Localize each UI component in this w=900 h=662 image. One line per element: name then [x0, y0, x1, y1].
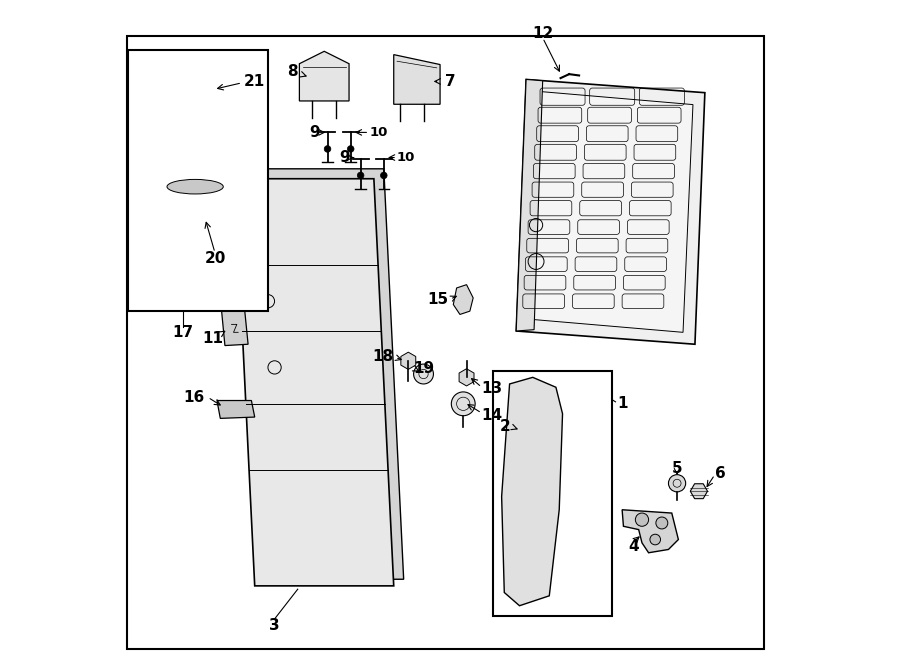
Text: 10: 10 [369, 126, 388, 139]
Circle shape [347, 146, 354, 152]
Text: 1: 1 [616, 397, 627, 411]
Circle shape [381, 172, 387, 179]
Text: 6: 6 [715, 466, 725, 481]
Polygon shape [300, 52, 349, 101]
Text: 9: 9 [310, 125, 320, 140]
Polygon shape [622, 510, 679, 553]
Circle shape [414, 364, 434, 384]
Polygon shape [528, 91, 693, 332]
Polygon shape [501, 377, 562, 606]
Polygon shape [454, 285, 473, 314]
Polygon shape [400, 352, 416, 369]
Bar [493, 371, 612, 616]
Polygon shape [146, 169, 255, 215]
Polygon shape [517, 79, 543, 331]
Text: 9: 9 [338, 150, 349, 165]
Circle shape [650, 534, 661, 545]
Bar [128, 50, 268, 311]
Text: 4: 4 [629, 539, 639, 553]
Text: 21: 21 [244, 74, 265, 89]
Circle shape [150, 73, 187, 110]
Polygon shape [235, 179, 393, 586]
Text: 18: 18 [373, 349, 393, 363]
Text: 16: 16 [184, 390, 205, 404]
Text: 15: 15 [428, 292, 449, 307]
Text: 17: 17 [173, 325, 194, 340]
Circle shape [451, 392, 475, 416]
Polygon shape [459, 369, 474, 386]
Text: 3: 3 [269, 618, 280, 633]
Text: 19: 19 [414, 361, 435, 376]
Text: 14: 14 [482, 408, 503, 422]
Circle shape [357, 172, 364, 179]
Text: 12: 12 [532, 26, 554, 40]
Polygon shape [248, 185, 260, 197]
Text: 13: 13 [482, 381, 503, 396]
Polygon shape [517, 79, 705, 344]
Text: 20: 20 [204, 251, 226, 265]
Polygon shape [217, 401, 255, 418]
Text: 10: 10 [397, 151, 416, 164]
Polygon shape [393, 55, 440, 104]
Text: 8: 8 [287, 64, 298, 79]
Text: 11: 11 [202, 332, 223, 346]
Polygon shape [139, 159, 248, 205]
Circle shape [635, 513, 649, 526]
Circle shape [181, 79, 210, 109]
Text: 2: 2 [500, 420, 511, 434]
Circle shape [656, 517, 668, 529]
Circle shape [669, 475, 686, 492]
Ellipse shape [167, 179, 223, 194]
Polygon shape [241, 169, 404, 579]
Polygon shape [221, 311, 248, 346]
Text: 5: 5 [671, 461, 682, 476]
Polygon shape [690, 484, 707, 498]
Circle shape [324, 146, 331, 152]
Text: 7: 7 [445, 74, 455, 89]
